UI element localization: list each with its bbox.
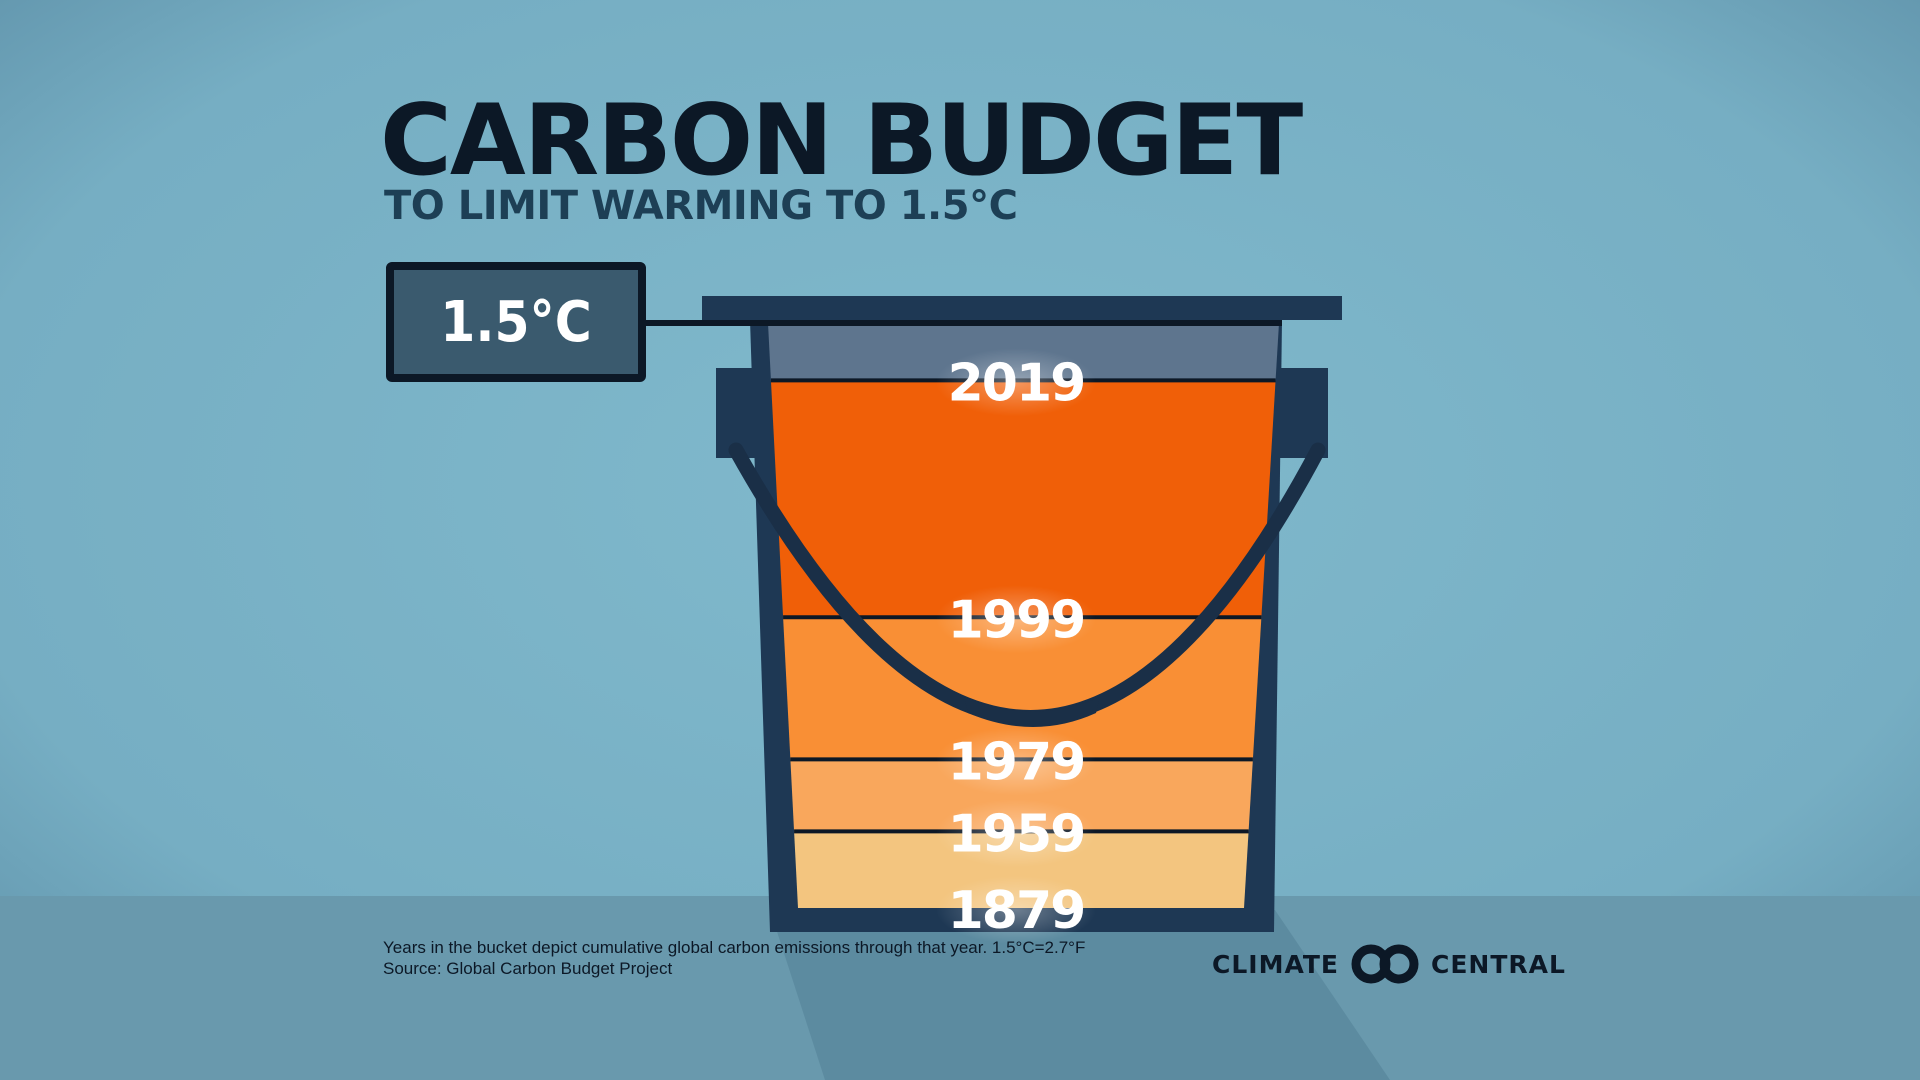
warming-limit-badge: 1.5°C [386,262,646,382]
warming-limit-label: 1.5°C [440,289,592,355]
footnote: Years in the bucket depict cumulative gl… [383,937,1085,979]
year-label-glow [936,348,1096,417]
band-1999 [783,617,1262,760]
band-2019 [770,380,1276,618]
double-ring-logo-icon [1351,944,1419,984]
year-label-glow [936,727,1096,796]
chart-subtitle: TO LIMIT WARMING TO 1.5°C [384,183,1018,229]
year-label-1959: 1959 [948,804,1085,864]
year-label-1879: 1879 [948,881,1085,941]
bucket-rim [702,296,1342,320]
footnote-source: Source: Global Carbon Budget Project [383,959,673,978]
year-label-2019: 2019 [948,353,1085,413]
climate-central-logo: CLIMATE CENTRAL [1212,944,1566,984]
year-label-glow [936,585,1096,654]
footnote-description: Years in the bucket depict cumulative gl… [383,938,1086,957]
chart-title: CARBON BUDGET [380,84,1303,198]
brand-right-text: CENTRAL [1431,949,1566,979]
brand-left-text: CLIMATE [1212,949,1339,979]
year-label-1979: 1979 [948,732,1085,792]
band-1959 [794,831,1249,908]
year-label-glow [936,876,1096,944]
bucket-shadow [770,910,1390,1080]
year-label-1999: 1999 [948,590,1085,650]
band-1979 [790,759,1253,832]
year-label-glow [936,799,1096,868]
bucket-handle-grip [964,697,1100,727]
